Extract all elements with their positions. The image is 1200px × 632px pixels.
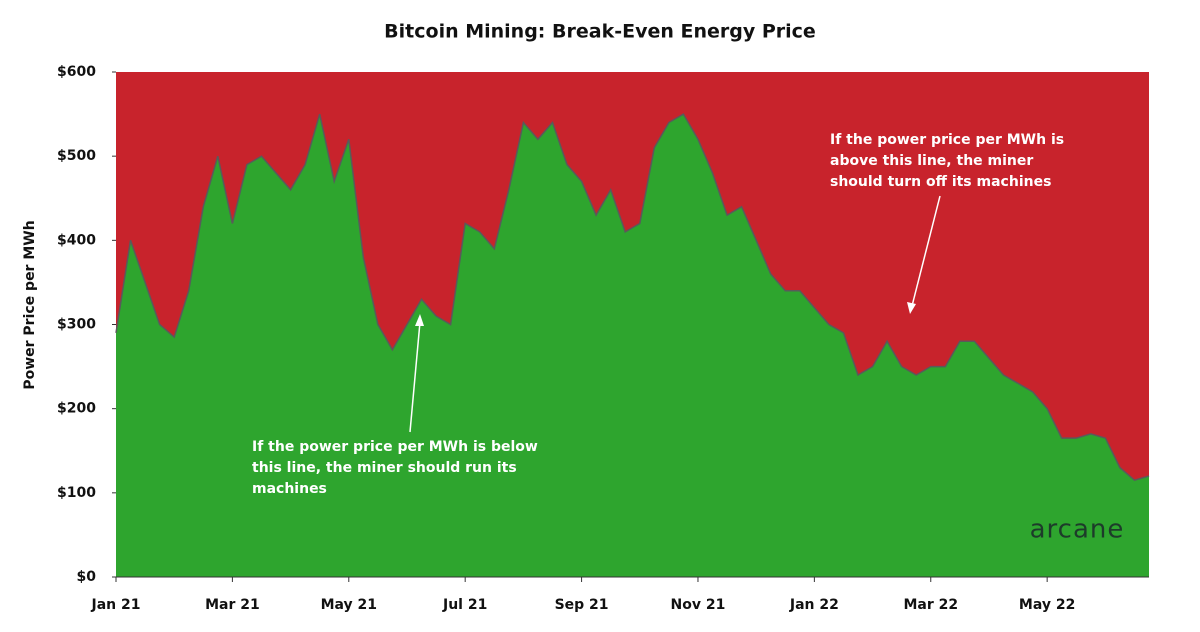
plot-area: [115, 72, 1150, 577]
x-tick-label: Nov 21: [671, 597, 726, 613]
x-tick-label: Jan 22: [789, 597, 839, 613]
line: [115, 113, 1150, 482]
annotation-text: this line, the miner should run its: [252, 460, 517, 476]
arrow-head: [415, 314, 424, 326]
y-axis-label: Power Price per MWh: [22, 220, 38, 389]
annotation-text: If the power price per MWh is below: [252, 439, 538, 455]
y-tick-label: $500: [57, 148, 96, 164]
logo: arcane: [1030, 515, 1125, 545]
area-below: [116, 114, 1149, 577]
x-tick-label: Sep 21: [555, 597, 609, 613]
arrow-head: [907, 302, 916, 314]
annotation-text: above this line, the miner: [830, 153, 1033, 169]
annotation-text: machines: [252, 481, 327, 497]
y-tick-label: $100: [57, 485, 96, 501]
annotation-text: should turn off its machines: [830, 174, 1051, 190]
annotation-arrow: [409, 321, 421, 433]
area-above: [116, 72, 1149, 481]
y-tick-label: $0: [77, 569, 97, 585]
annotations: [409, 195, 941, 433]
x-tick-label: Jan 21: [91, 597, 141, 613]
chart-title: Bitcoin Mining: Break-Even Energy Price: [384, 21, 816, 43]
y-tick-label: $300: [57, 317, 96, 333]
x-tick-label: May 22: [1019, 597, 1075, 613]
annotation-text: If the power price per MWh is: [830, 132, 1064, 148]
x-tick-label: Jul 21: [442, 597, 487, 613]
x-tick-label: Mar 22: [903, 597, 958, 613]
y-tick-label: $400: [57, 232, 96, 248]
annotation-arrow: [911, 195, 941, 307]
y-tick-label: $600: [57, 64, 96, 80]
y-tick-label: $200: [57, 401, 96, 417]
x-tick-label: Mar 21: [205, 597, 260, 613]
x-tick-label: May 21: [321, 597, 377, 613]
